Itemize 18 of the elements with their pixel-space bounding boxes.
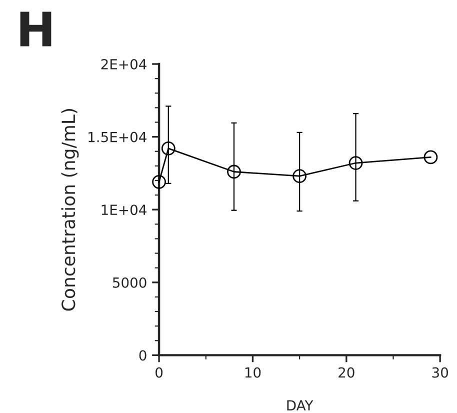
x-tick-label: 20	[338, 367, 354, 378]
x-tick-label: 30	[432, 367, 448, 378]
point	[161, 142, 176, 156]
x-tick-label: 0	[156, 367, 163, 378]
y-tick-label: 0	[139, 350, 146, 361]
y-tick-label: 2E+04	[101, 58, 146, 70]
y-tick-label: 1E+04	[102, 204, 146, 216]
point	[292, 169, 307, 184]
point	[227, 164, 241, 179]
x-axis-title: DAY	[287, 400, 314, 410]
point	[152, 174, 166, 189]
point	[424, 150, 438, 164]
y-tick-label: 1.5E+04	[88, 132, 146, 142]
chart-title: H	[20, 12, 52, 46]
point	[348, 156, 363, 170]
y-axis-title: Concentration (ng/mL)	[61, 109, 79, 311]
x-tick-label: 10	[245, 367, 261, 378]
y-tick-label: 5000	[112, 277, 146, 288]
